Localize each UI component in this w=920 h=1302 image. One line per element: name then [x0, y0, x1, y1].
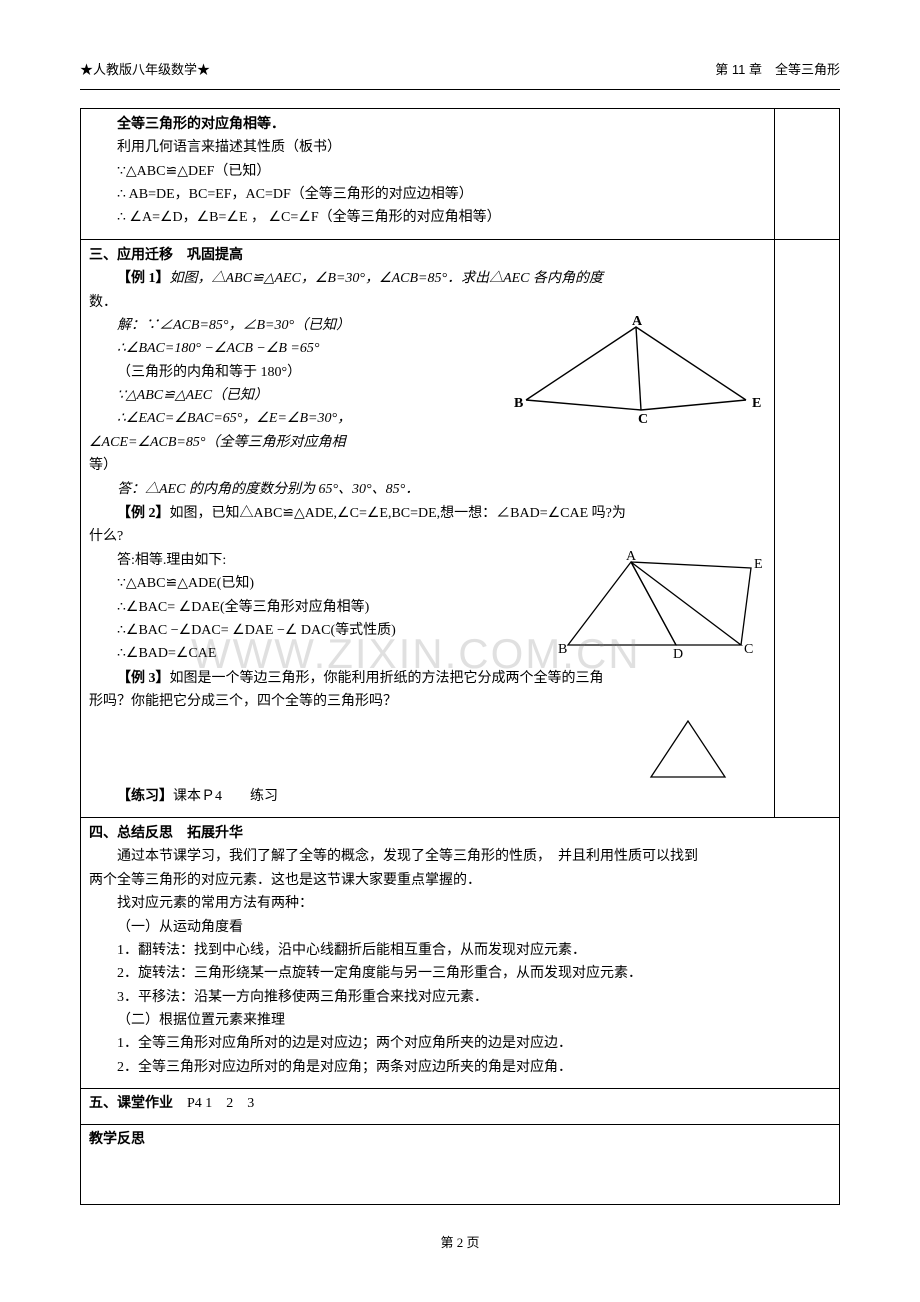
fig1-C: C [638, 412, 648, 425]
ex1-s7: 等） [89, 455, 766, 477]
fig2-D: D [673, 647, 683, 660]
practice-line: 【练习】课本Ｐ4 练习 [89, 786, 766, 808]
figure-3 [641, 715, 736, 785]
sum-p5: 1．翻转法：找到中心线，沿中心线翻折后能相互重合，从而发现对应元素． [89, 940, 831, 962]
sum-p7: 3．平移法：沿某一方向推移使两三角形重合来找对应元素． [89, 987, 831, 1009]
practice-text: 课本Ｐ4 练习 [173, 789, 278, 804]
prop-line5: ∴ ∠A=∠D，∠B=∠E ， ∠C=∠F（全等三角形的对应角相等） [89, 207, 766, 229]
cell-properties: 全等三角形的对应角相等． 利用几何语言来描述其性质（板书） ∵△ABC≌△DEF… [81, 108, 775, 239]
fig2-A: A [626, 550, 637, 564]
ex1-label: 【例 1】 [117, 271, 170, 286]
figure-1: A B C E [506, 315, 766, 425]
sum-p2: 两个全等三角形的对应元素．这也是这节课大家要重点掌握的． [89, 870, 831, 892]
ex2-line: 【例 2】如图，已知△ABC≌△ADE,∠C=∠E,BC=DE,想一想：∠BAD… [89, 503, 766, 525]
sum-p3: 找对应元素的常用方法有两种： [89, 893, 831, 915]
prop-line4: ∴ AB=DE，BC=EF，AC=DF（全等三角形的对应边相等） [89, 184, 766, 206]
fig2-C: C [744, 642, 753, 657]
section3-title: 三、应用迁移 巩固提高 [89, 245, 766, 267]
ex1-end: 数． [89, 292, 766, 314]
fig2-B: B [558, 642, 567, 657]
ex2-label: 【例 2】 [117, 506, 170, 521]
header-left: ★人教版八年级数学★ [80, 60, 210, 81]
sum-p9: 1．全等三角形对应角所对的边是对应边；两个对应角所夹的边是对应边． [89, 1033, 831, 1055]
section4-title: 四、总结反思 拓展升华 [89, 823, 831, 845]
ex2-end: 什么? [89, 526, 766, 548]
ex3-text: 如图是一个等边三角形，你能利用折纸的方法把它分成两个全等的三角 [170, 671, 604, 686]
side-col-1 [775, 108, 840, 239]
cell-reflection: 教学反思 [81, 1124, 840, 1204]
sum-p1: 通过本节课学习，我们了解了全等的概念，发现了全等三角形的性质， 并且利用性质可以… [89, 846, 831, 868]
prop-line3: ∵△ABC≌△DEF（已知） [89, 161, 766, 183]
homework-text: P4 1 2 3 [173, 1096, 254, 1111]
fig2-E: E [754, 557, 763, 572]
reflection-title: 教学反思 [89, 1129, 831, 1151]
sum-p6: 2．旋转法：三角形绕某一点旋转一定角度能与另一三角形重合，从而发现对应元素． [89, 963, 831, 985]
sum-p10: 2．全等三角形对应边所对的角是对应角；两条对应边所夹的角是对应角． [89, 1057, 831, 1079]
cell-homework: 五、课堂作业 P4 1 2 3 [81, 1089, 840, 1124]
fig1-B: B [514, 396, 523, 411]
figure-2: A B D C E [556, 550, 766, 660]
header-right: 第 11 章 全等三角形 [715, 60, 840, 81]
side-col-2 [775, 239, 840, 817]
ex1-text: 如图，△ABC≌△AEC，∠B=30°，∠ACB=85°．求出△AEC 各内角的… [170, 271, 604, 286]
content-table: 全等三角形的对应角相等． 利用几何语言来描述其性质（板书） ∵△ABC≌△DEF… [80, 108, 840, 1205]
prop-line2: 利用几何语言来描述其性质（板书） [89, 137, 766, 159]
sum-p4: （一）从运动角度看 [89, 917, 831, 939]
section5-title: 五、课堂作业 [89, 1096, 173, 1111]
ex3-end: 形吗？你能把它分成三个，四个全等的三角形吗？ [89, 691, 766, 713]
ex2-text: 如图，已知△ABC≌△ADE,∠C=∠E,BC=DE,想一想：∠BAD=∠CAE… [170, 506, 626, 521]
ex1-line: 【例 1】如图，△ABC≌△AEC，∠B=30°，∠ACB=85°．求出△AEC… [89, 268, 766, 290]
ex1-s8: 答：△AEC 的内角的度数分别为 65°、30°、85°． [89, 479, 766, 501]
fig1-E: E [752, 396, 761, 411]
ex3-line: 【例 3】如图是一个等边三角形，你能利用折纸的方法把它分成两个全等的三角 [89, 668, 766, 690]
ex3-label: 【例 3】 [117, 671, 170, 686]
prop-line1: 全等三角形的对应角相等． [89, 114, 766, 136]
practice-label: 【练习】 [117, 789, 173, 804]
ex1-s6: ∠ACE=∠ACB=85°（全等三角形对应角相 [89, 432, 766, 454]
fig1-A: A [632, 315, 643, 329]
sum-p8: （二）根据位置元素来推理 [89, 1010, 831, 1032]
cell-summary: 四、总结反思 拓展升华 通过本节课学习，我们了解了全等的概念，发现了全等三角形的… [81, 817, 840, 1088]
header-divider [80, 89, 840, 90]
page-footer: 第 2 页 [80, 1233, 840, 1254]
cell-examples: WWW.ZIXIN.COM.CN 三、应用迁移 巩固提高 【例 1】如图，△AB… [81, 239, 775, 817]
